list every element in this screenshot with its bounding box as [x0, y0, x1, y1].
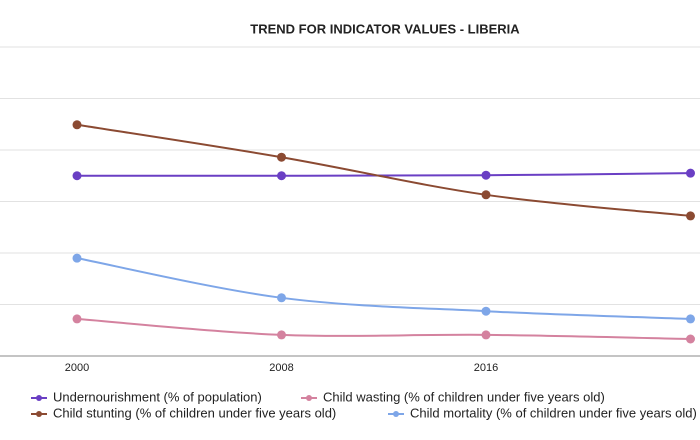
- data-point: [686, 168, 695, 178]
- chart-title: TREND FOR INDICATOR VALUES - LIBERIA: [250, 21, 520, 36]
- legend-label: Undernourishment (% of population): [53, 389, 262, 404]
- legend-marker: [306, 395, 312, 401]
- series-line: [76, 123, 691, 217]
- data-point: [686, 211, 695, 221]
- data-point: [277, 152, 286, 162]
- data-point: [686, 314, 695, 324]
- data-point: [72, 171, 82, 181]
- legend-label: Child mortality (% of children under fiv…: [410, 405, 697, 420]
- series-line: [76, 257, 691, 320]
- legend-label: Child wasting (% of children under five …: [323, 389, 605, 404]
- data-point: [481, 330, 491, 340]
- legend-marker: [36, 411, 42, 417]
- data-point: [481, 170, 491, 180]
- x-tick-label: 2000: [65, 362, 89, 374]
- legend-marker: [393, 411, 399, 417]
- data-point: [481, 190, 491, 200]
- data-point: [277, 171, 286, 181]
- data-point: [277, 330, 286, 340]
- data-point: [72, 314, 82, 324]
- data-point: [481, 306, 491, 316]
- legend-label: Child stunting (% of children under five…: [53, 405, 336, 420]
- data-point: [277, 293, 286, 303]
- data-point: [72, 253, 82, 263]
- legend-marker: [36, 395, 42, 401]
- x-tick-label: 2016: [474, 362, 498, 374]
- data-point: [686, 334, 695, 344]
- series-line: [76, 317, 691, 341]
- data-point: [72, 120, 82, 130]
- x-tick-label: 2008: [269, 362, 293, 374]
- series-line: [76, 172, 691, 177]
